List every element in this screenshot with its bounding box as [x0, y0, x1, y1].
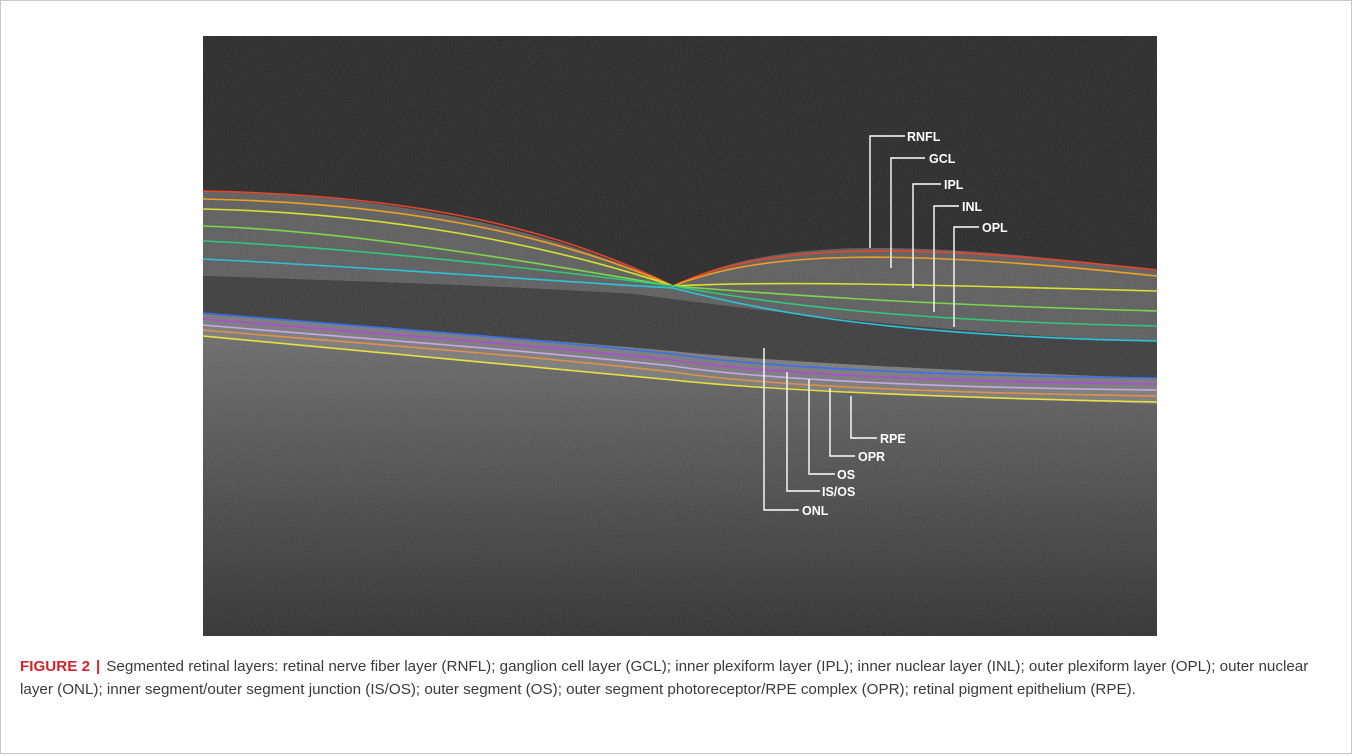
- boundary-isos: [203, 312, 1157, 379]
- label-inl: INL: [962, 200, 983, 214]
- label-leaders: [763, 135, 979, 511]
- label-onl: ONL: [802, 504, 829, 518]
- boundary-rpe-top: [203, 329, 1157, 397]
- upper-layer-labels: RNFL GCL IPL INL OPL: [907, 130, 1008, 235]
- segmentation-lines: [203, 190, 1157, 403]
- label-os: OS: [837, 468, 855, 482]
- boundary-rpe-bottom: [203, 335, 1157, 403]
- label-ipl: IPL: [944, 178, 964, 192]
- label-isos: IS/OS: [822, 485, 855, 499]
- boundary-opr: [203, 324, 1157, 391]
- figure-label: FIGURE 2: [20, 658, 91, 675]
- boundary-os: [203, 318, 1157, 385]
- label-gcl: GCL: [929, 152, 956, 166]
- label-rnfl: RNFL: [907, 130, 941, 144]
- boundary-opl-onl: [203, 258, 1157, 342]
- boundary-inl-opl: [203, 240, 1157, 327]
- label-rpe: RPE: [880, 432, 906, 446]
- lower-layer-labels: RPE OPR OS IS/OS ONL: [802, 432, 906, 518]
- label-opl: OPL: [982, 221, 1008, 235]
- caption-separator: |: [96, 658, 101, 675]
- label-opr: OPR: [858, 450, 885, 464]
- figure-caption: FIGURE 2 | Segmented retinal layers: retin…: [20, 655, 1338, 701]
- oct-scan-image: RNFL GCL IPL INL OPL RPE OPR OS IS/OS ON…: [203, 36, 1157, 636]
- caption-text: Segmented retinal layers: retinal nerve …: [20, 658, 1309, 698]
